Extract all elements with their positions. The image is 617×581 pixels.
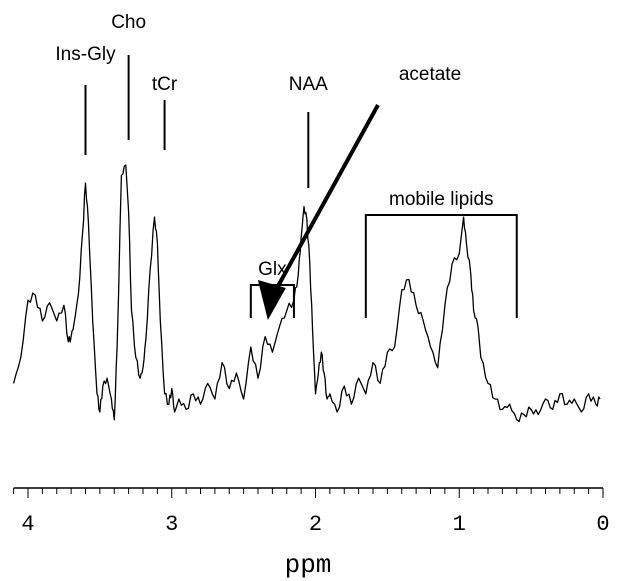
bracket-marker — [364, 214, 518, 318]
arrow-shaft — [274, 104, 380, 291]
bracket-label: Glx — [258, 259, 287, 280]
x-tick-label: 0 — [596, 512, 609, 537]
peak-label: NAA — [289, 74, 328, 95]
spectrum-line — [12, 164, 601, 423]
arrow-head — [257, 280, 286, 320]
x-tick-label: 1 — [453, 512, 466, 537]
peak-label: Ins-Gly — [55, 44, 116, 65]
x-axis-title: ppm — [285, 550, 332, 580]
bracket-label: mobile lipids — [389, 189, 494, 210]
x-tick-label: 2 — [309, 512, 322, 537]
x-tick-label: 4 — [21, 512, 34, 537]
arrow-label: acetate — [399, 64, 461, 85]
x-tick-label: 3 — [165, 512, 178, 537]
peak-label: Cho — [111, 12, 146, 33]
peak-label: tCr — [152, 74, 178, 95]
